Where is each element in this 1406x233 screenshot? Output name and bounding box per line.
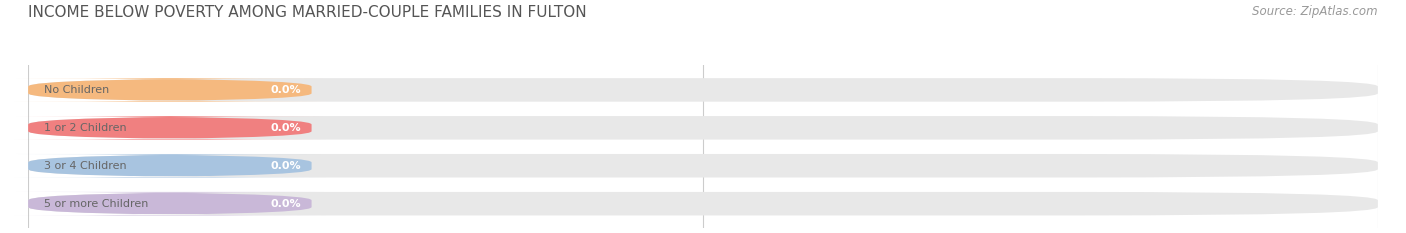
Text: 3 or 4 Children: 3 or 4 Children (45, 161, 127, 171)
FancyBboxPatch shape (28, 154, 1378, 178)
Text: 1 or 2 Children: 1 or 2 Children (45, 123, 127, 133)
Text: Source: ZipAtlas.com: Source: ZipAtlas.com (1253, 5, 1378, 18)
FancyBboxPatch shape (28, 192, 1378, 216)
FancyBboxPatch shape (14, 78, 325, 102)
Text: 0.0%: 0.0% (270, 199, 301, 209)
Text: INCOME BELOW POVERTY AMONG MARRIED-COUPLE FAMILIES IN FULTON: INCOME BELOW POVERTY AMONG MARRIED-COUPL… (28, 5, 586, 20)
FancyBboxPatch shape (14, 154, 325, 178)
FancyBboxPatch shape (28, 116, 1378, 140)
Text: 0.0%: 0.0% (270, 85, 301, 95)
FancyBboxPatch shape (28, 78, 1378, 102)
Text: 0.0%: 0.0% (270, 161, 301, 171)
FancyBboxPatch shape (14, 116, 325, 140)
Text: 0.0%: 0.0% (270, 123, 301, 133)
FancyBboxPatch shape (14, 192, 325, 216)
Text: 5 or more Children: 5 or more Children (45, 199, 149, 209)
Text: No Children: No Children (45, 85, 110, 95)
